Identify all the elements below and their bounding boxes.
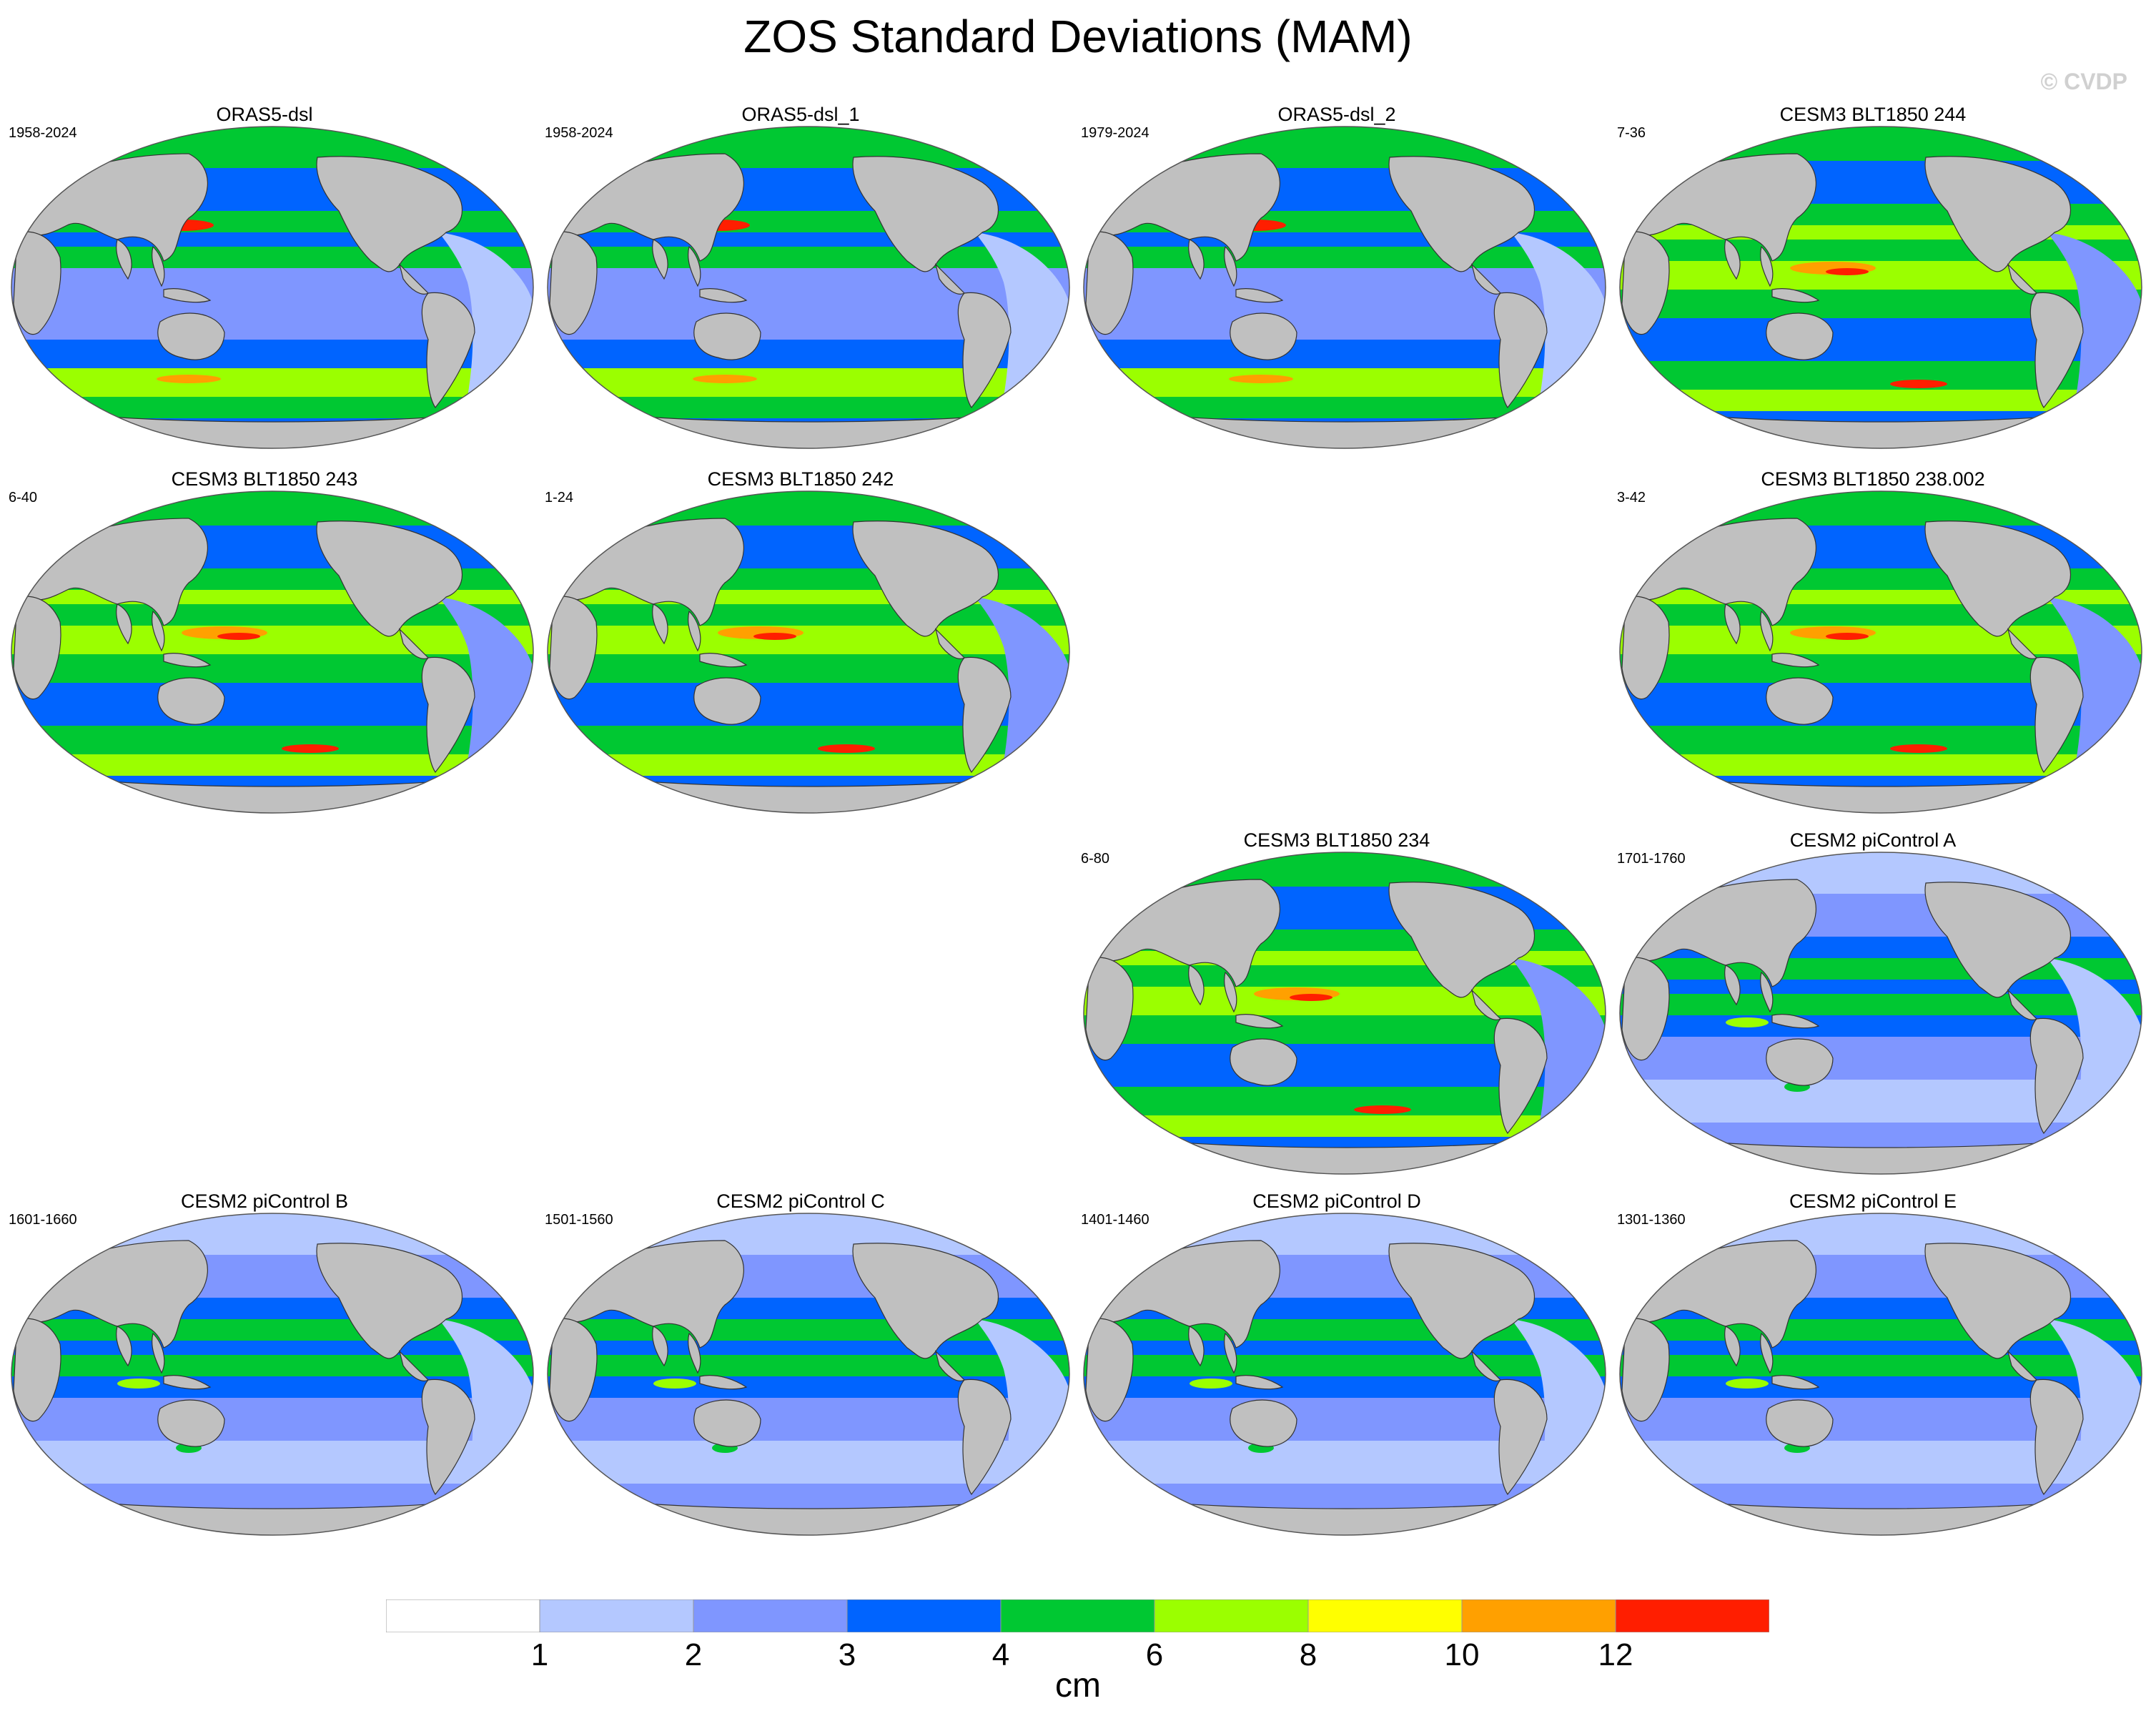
colorbar-swatch [1000,1599,1155,1632]
panel-title: CESM2 piControl D [1252,1190,1421,1212]
globe-map [547,1213,1070,1536]
colorbar-tick-label: 2 [684,1637,703,1672]
globe-map [1619,1213,2142,1536]
panel-title: CESM2 piControl E [1789,1190,1957,1212]
globe-map [1619,490,2142,814]
colorbar-tick-label: 8 [1299,1637,1317,1672]
globe-map [1083,126,1606,449]
globe-map [11,490,534,814]
colorbar-swatch [846,1599,1002,1632]
map-panel: ORAS5-dsl_1 1958-2024 [536,104,1070,454]
colorbar-tick-label: 12 [1598,1637,1633,1672]
panel-years: 1979-2024 [1081,125,1149,141]
map-panel: CESM3 BLT1850 234 6-80 [1072,829,1606,1180]
panel-title: CESM3 BLT1850 234 [1243,829,1430,851]
colorbar-tick-label: 6 [1145,1637,1164,1672]
panel-title: CESM3 BLT1850 242 [707,468,894,490]
map-panel: CESM2 piControl B 1601-1660 [0,1190,534,1541]
panel-title: CESM3 BLT1850 243 [171,468,358,490]
panel-years: 1401-1460 [1081,1212,1149,1228]
colorbar-swatch [693,1599,848,1632]
panel-title: CESM3 BLT1850 244 [1779,104,1967,125]
colorbar-tick-label: 4 [992,1637,1010,1672]
globe-map [11,1213,534,1536]
panel-title: CESM2 piControl B [180,1190,349,1212]
globe-map [11,126,534,449]
colorbar-units: cm [1055,1667,1101,1705]
colorbar-swatch [1615,1599,1769,1632]
colorbar-tick-label: 1 [530,1637,549,1672]
panel-years: 1301-1360 [1617,1212,1686,1228]
colorbar-swatch [1461,1599,1616,1632]
panel-title: ORAS5-dsl_2 [1277,104,1396,125]
colorbar-tick-label: 10 [1444,1637,1480,1672]
map-panel: CESM3 BLT1850 242 1-24 [536,468,1070,819]
globe-map [1619,126,2142,449]
map-panel: CESM3 BLT1850 243 6-40 [0,468,534,819]
map-panel: CESM2 piControl D 1401-1460 [1072,1190,1606,1541]
panel-title: CESM2 piControl C [716,1190,885,1212]
globe-map [1083,1213,1606,1536]
copyright-watermark: © CVDP [2040,69,2127,94]
map-panel: CESM2 piControl E 1301-1360 [1608,1190,2142,1541]
colorbar-swatch [386,1599,540,1632]
panel-years: 1501-1560 [545,1212,613,1228]
globe-map [547,126,1070,449]
map-panel: CESM2 piControl A 1701-1760 [1608,829,2142,1180]
map-panel: CESM3 BLT1850 238.002 3-42 [1608,468,2142,819]
panel-years: 1601-1660 [9,1212,77,1228]
colorbar-swatch [1154,1599,1309,1632]
panel-years: 7-36 [1617,125,1646,141]
globe-map [1619,852,2142,1175]
panel-years: 1-24 [545,490,574,506]
panel-years: 1958-2024 [545,125,613,141]
panel-title: ORAS5-dsl [216,104,313,125]
colorbar [386,1599,1769,1632]
panel-years: 1958-2024 [9,125,77,141]
globe-map [1083,852,1606,1175]
panel-years: 6-80 [1081,851,1110,867]
panel-title: CESM2 piControl A [1789,829,1957,851]
colorbar-tick-label: 3 [838,1637,856,1672]
panel-years: 6-40 [9,490,38,506]
panel-years: 3-42 [1617,490,1646,506]
panel-years: 1701-1760 [1617,851,1686,867]
colorbar-swatch [539,1599,694,1632]
panel-title: ORAS5-dsl_1 [741,104,860,125]
map-panel: ORAS5-dsl 1958-2024 [0,104,534,454]
map-panel: CESM3 BLT1850 244 7-36 [1608,104,2142,454]
figure-title: ZOS Standard Deviations (MAM) [743,11,1413,62]
panel-title: CESM3 BLT1850 238.002 [1761,468,1985,490]
map-panel: ORAS5-dsl_2 1979-2024 [1072,104,1606,454]
globe-map [547,490,1070,814]
colorbar-swatch [1307,1599,1463,1632]
map-panel: CESM2 piControl C 1501-1560 [536,1190,1070,1541]
